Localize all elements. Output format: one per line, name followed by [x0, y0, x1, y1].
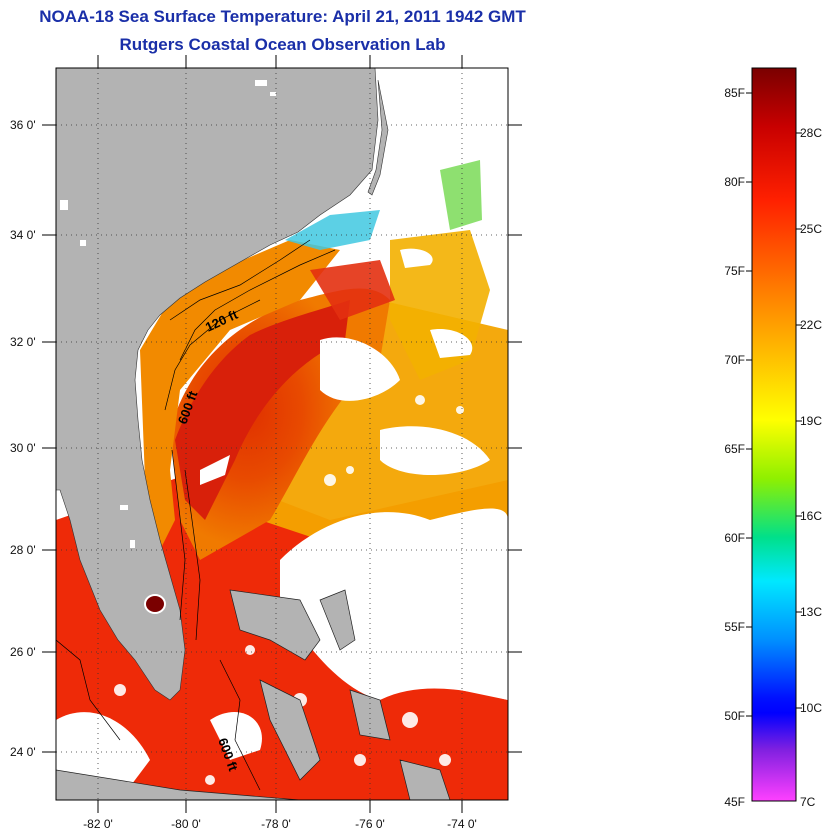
lat-label: 26 0' [10, 645, 36, 659]
colorbar-label-c: 22C [800, 318, 822, 332]
colorbar-label-c: 25C [800, 222, 822, 236]
colorbar-label-f: 45F [724, 795, 745, 809]
bathymetry-contours [56, 239, 336, 791]
lat-label: 34 0' [10, 228, 36, 242]
land-mainland [56, 68, 379, 701]
map-title: NOAA-18 Sea Surface Temperature: April 2… [39, 7, 526, 26]
sst-cool-strip [440, 160, 482, 230]
colorbar-label-c: 16C [800, 509, 822, 523]
colorbar-label-f: 85F [724, 86, 745, 100]
lat-label: 28 0' [10, 543, 36, 557]
map-panel: 120 ft 600 ft 600 ft [56, 68, 508, 800]
colorbar-fahrenheit-labels: 85F 80F 75F 70F 65F 60F 55F 50F 45F [724, 86, 745, 809]
colorbar-ticks [746, 92, 802, 717]
lake-okeechobee [144, 594, 166, 614]
sst-red-band [310, 260, 395, 320]
sst-shelf [140, 240, 340, 560]
map-subtitle: Rutgers Coastal Ocean Observation Lab [119, 35, 446, 54]
colorbar-label-f: 50F [724, 709, 745, 723]
colorbar-label-c: 13C [800, 605, 822, 619]
colorbar-label-f: 80F [724, 175, 745, 189]
map-grid [56, 68, 508, 800]
lon-label: -78 0' [261, 817, 291, 831]
lon-label: -80 0' [171, 817, 201, 831]
bahamas [56, 589, 451, 800]
map-frame [55, 67, 509, 801]
colorbar-label-f: 70F [724, 353, 745, 367]
colorbar-label-c: 19C [800, 414, 822, 428]
latitude-labels: 36 0' 34 0' 32 0' 30 0' 28 0' 26 0' 24 0… [10, 118, 36, 759]
colorbar-label-c: 28C [800, 126, 822, 140]
colorbar-label-c: 7C [800, 795, 816, 809]
colorbar-label-f: 65F [724, 442, 745, 456]
colorbar-label-f: 55F [724, 620, 745, 634]
lon-label: -82 0' [83, 817, 113, 831]
colorbar [751, 67, 797, 802]
lat-label: 32 0' [10, 335, 36, 349]
colorbar-celsius-labels: 28C 25C 22C 19C 16C 13C 10C 7C [800, 126, 822, 809]
colorbar-label-f: 60F [724, 531, 745, 545]
lon-label: -76 0' [355, 817, 385, 831]
lat-label: 36 0' [10, 118, 36, 132]
axis-ticks [42, 55, 522, 813]
lat-label: 30 0' [10, 441, 36, 455]
sst-cool-nearshore [285, 210, 380, 250]
colorbar-label-c: 10C [800, 701, 822, 715]
lon-label: -74 0' [447, 817, 477, 831]
colorbar-label-f: 75F [724, 264, 745, 278]
longitude-labels: -82 0' -80 0' -78 0' -76 0' -74 0' [83, 817, 477, 831]
lat-label: 24 0' [10, 745, 36, 759]
